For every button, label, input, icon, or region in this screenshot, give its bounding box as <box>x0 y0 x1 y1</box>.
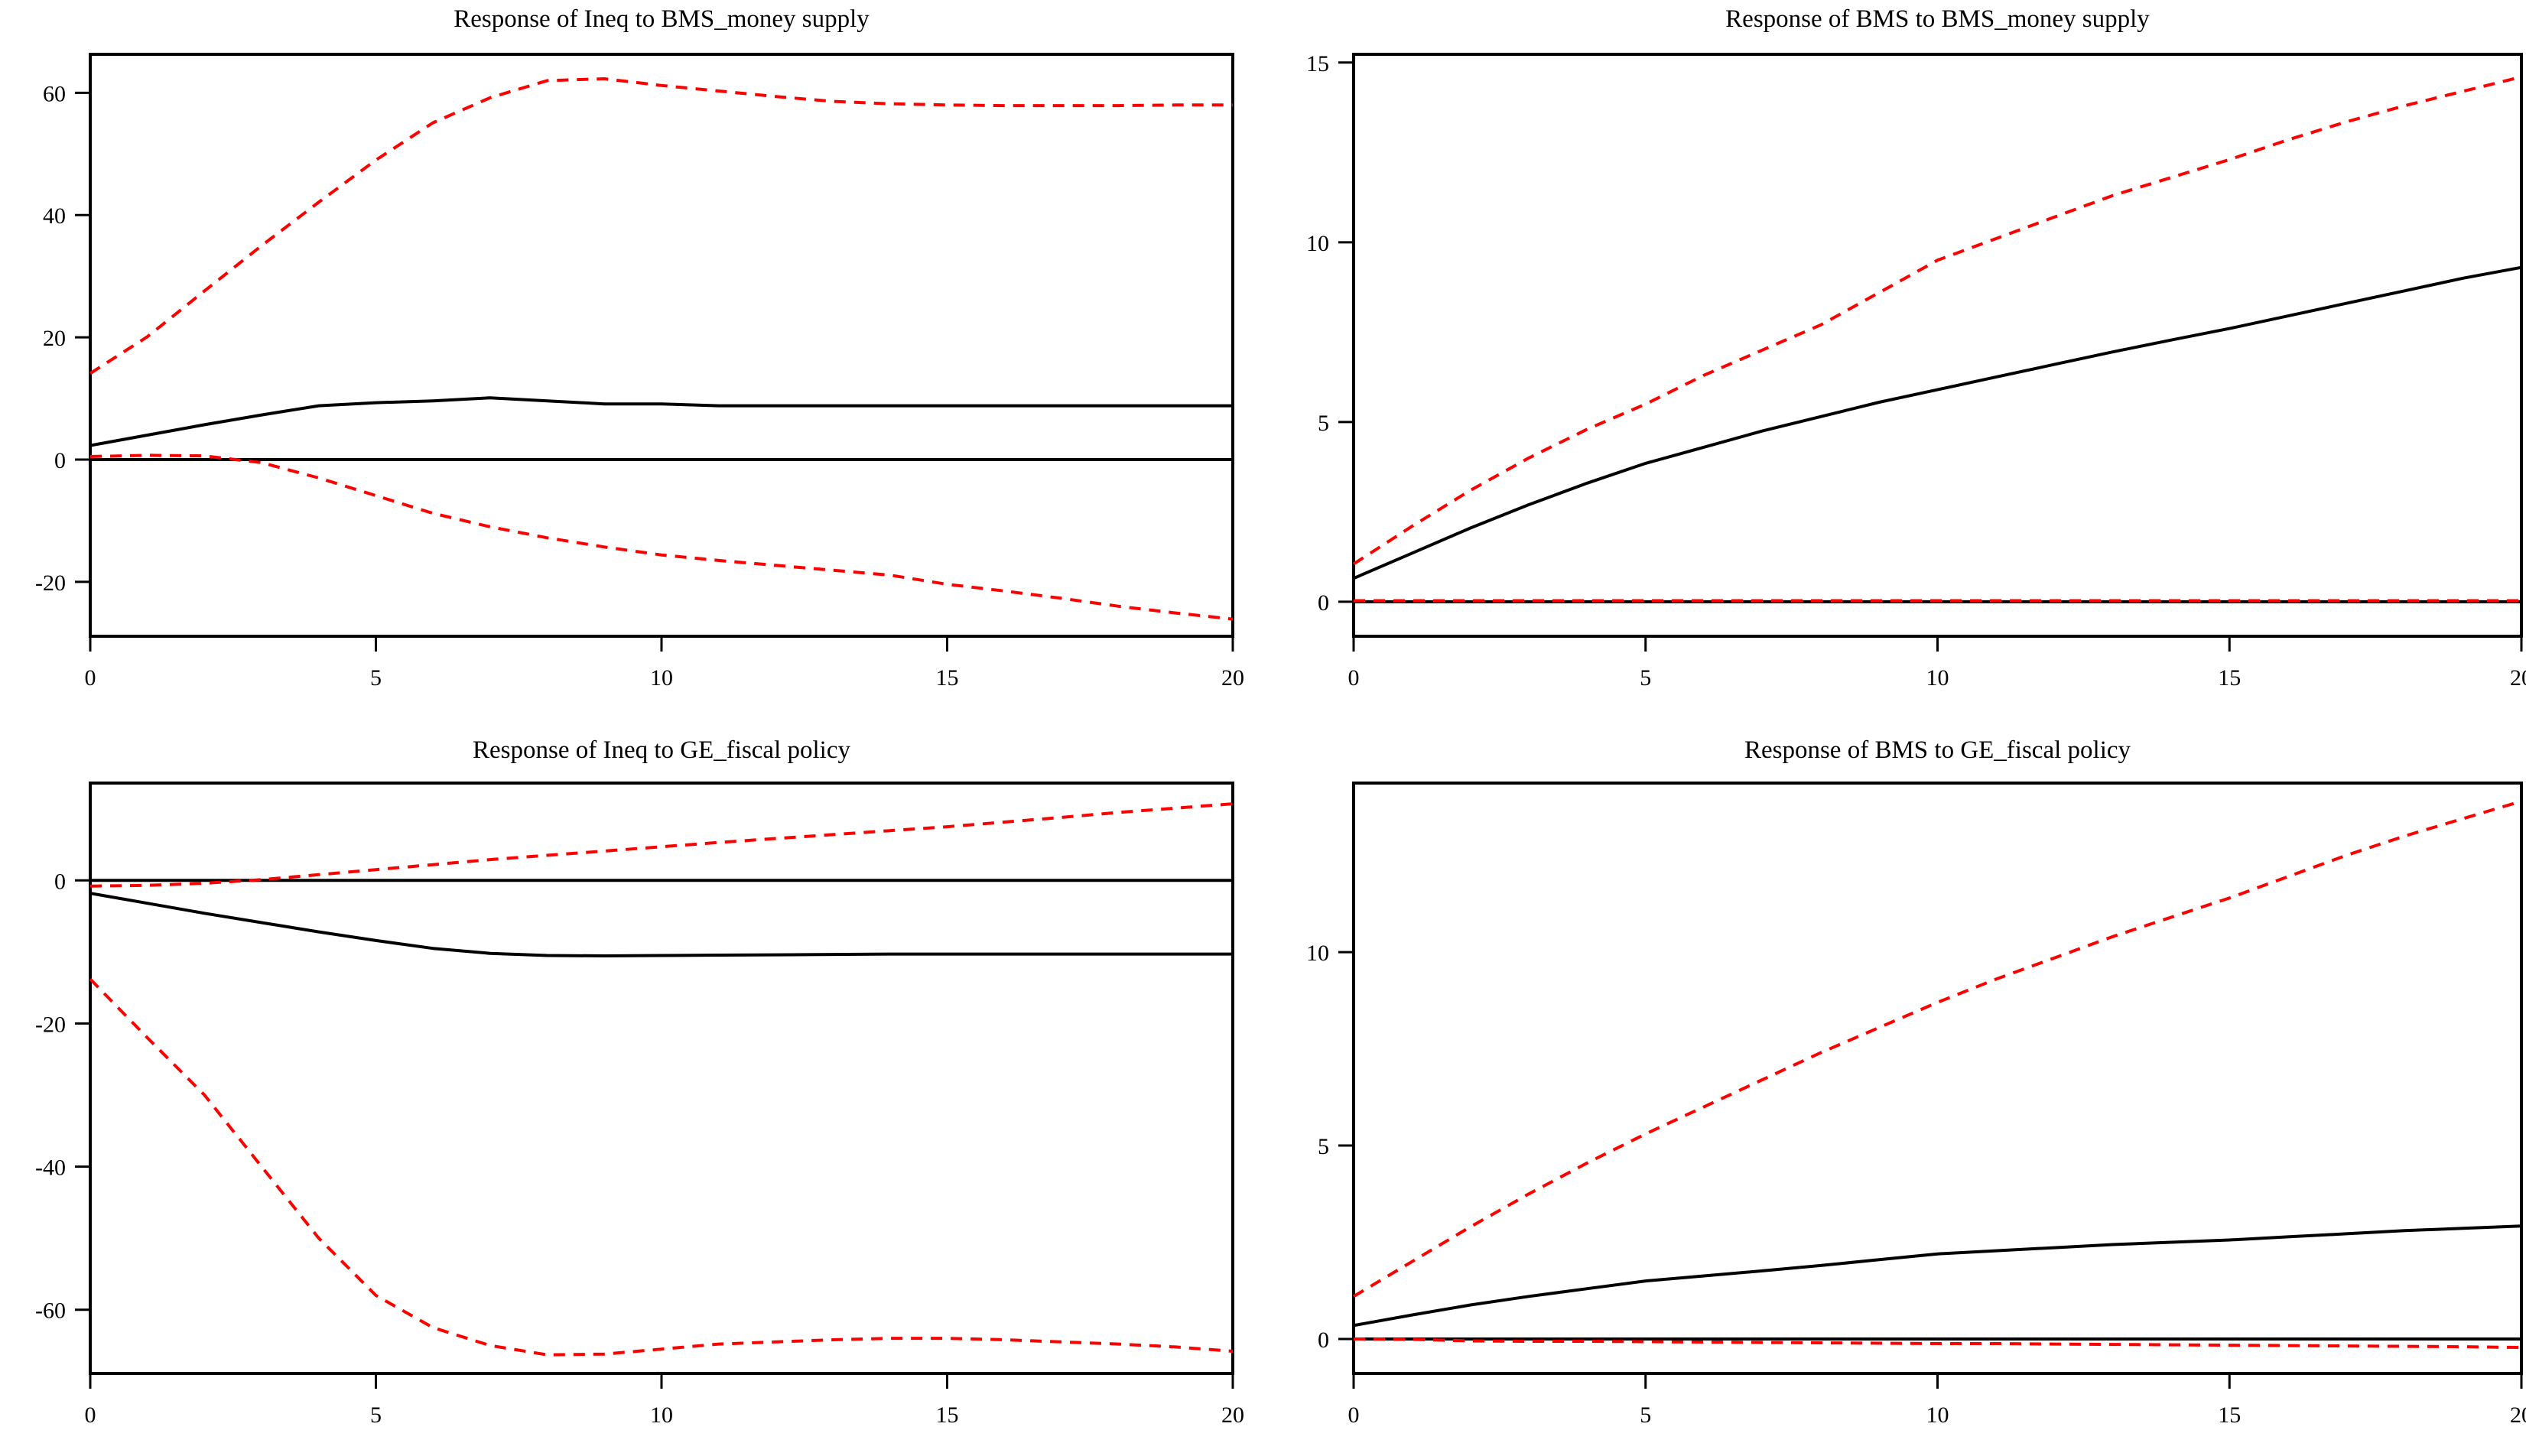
series-center-response <box>1353 1224 2522 1328</box>
x-tick-label: 0 <box>85 1402 96 1428</box>
series-upper-band <box>89 77 1233 375</box>
series-upper-band <box>1352 75 2522 566</box>
plot-box <box>89 53 1234 638</box>
x-tick-label: 20 <box>2510 665 2526 691</box>
plot-title-top-right: Response of BMS to BMS_money supply <box>1725 5 2150 33</box>
x-tick-label: 20 <box>1221 665 1244 691</box>
x-tick-label: 15 <box>2218 665 2241 691</box>
y-tick-label: 40 <box>43 203 66 229</box>
x-tick-label: 15 <box>2218 1402 2241 1428</box>
series-center-response <box>89 892 1233 957</box>
plot-box <box>1352 53 2523 638</box>
series-lower-band <box>89 978 1234 1357</box>
y-tick-label: 10 <box>1306 231 1329 256</box>
plot-box <box>1352 782 2523 1375</box>
y-tick-label: 5 <box>1318 411 1329 436</box>
plot-bottom-left: 0 5 10 15 20 0 -20 -40 -60 <box>35 782 1244 1428</box>
plot-box <box>89 782 1234 1375</box>
x-tick-label: 20 <box>1221 1402 1244 1428</box>
plot-bottom-right: 0 5 10 15 20 0 5 10 <box>1306 782 2526 1428</box>
series-upper-band <box>89 802 1234 888</box>
y-tick-label: 10 <box>1306 941 1329 966</box>
plot-title-top-left: Response of Ineq to BMS_money supply <box>454 5 870 33</box>
x-tick-label: 10 <box>1926 665 1949 691</box>
x-tick-label: 20 <box>2510 1402 2526 1428</box>
x-tick-label: 15 <box>936 665 959 691</box>
series-center-response <box>89 396 1233 447</box>
plot-title-bottom-left: Response of Ineq to GE_fiscal policy <box>473 736 850 764</box>
y-tick-label: -20 <box>35 570 66 596</box>
series-lower-band <box>1353 1337 2522 1350</box>
x-tick-label: 5 <box>370 665 382 691</box>
y-tick-label: -60 <box>35 1298 66 1324</box>
x-tick-label: 0 <box>1348 665 1360 691</box>
x-tick-label: 15 <box>936 1402 959 1428</box>
y-tick-label: -20 <box>35 1012 66 1037</box>
y-tick-label: 0 <box>1318 1328 1329 1353</box>
y-tick-label: 0 <box>54 448 66 473</box>
x-tick-label: 5 <box>1640 1402 1651 1428</box>
plot-top-left: 0 5 10 15 20 -20 0 20 40 60 <box>35 53 1244 691</box>
x-tick-label: 10 <box>650 1402 673 1428</box>
series-lower-band <box>89 453 1234 621</box>
x-tick-label: 10 <box>650 665 673 691</box>
y-tick-label: 0 <box>1318 590 1329 616</box>
y-tick-label: 5 <box>1318 1134 1329 1159</box>
y-tick-label: 0 <box>54 869 66 894</box>
y-tick-label: 60 <box>43 81 66 106</box>
x-tick-label: 0 <box>1348 1402 1360 1428</box>
plot-title-bottom-right: Response of BMS to GE_fiscal policy <box>1744 736 2131 764</box>
plot-top-right: 0 5 10 15 20 0 5 10 15 <box>1306 51 2526 691</box>
x-tick-label: 10 <box>1926 1402 1949 1428</box>
series-upper-band <box>1352 799 2522 1298</box>
y-tick-label: 20 <box>43 326 66 351</box>
y-tick-label: 15 <box>1306 51 1329 76</box>
x-tick-label: 5 <box>370 1402 382 1428</box>
x-tick-label: 0 <box>85 665 96 691</box>
series-center-response <box>1353 265 2522 580</box>
y-tick-label: -40 <box>35 1155 66 1181</box>
x-tick-label: 5 <box>1640 665 1651 691</box>
